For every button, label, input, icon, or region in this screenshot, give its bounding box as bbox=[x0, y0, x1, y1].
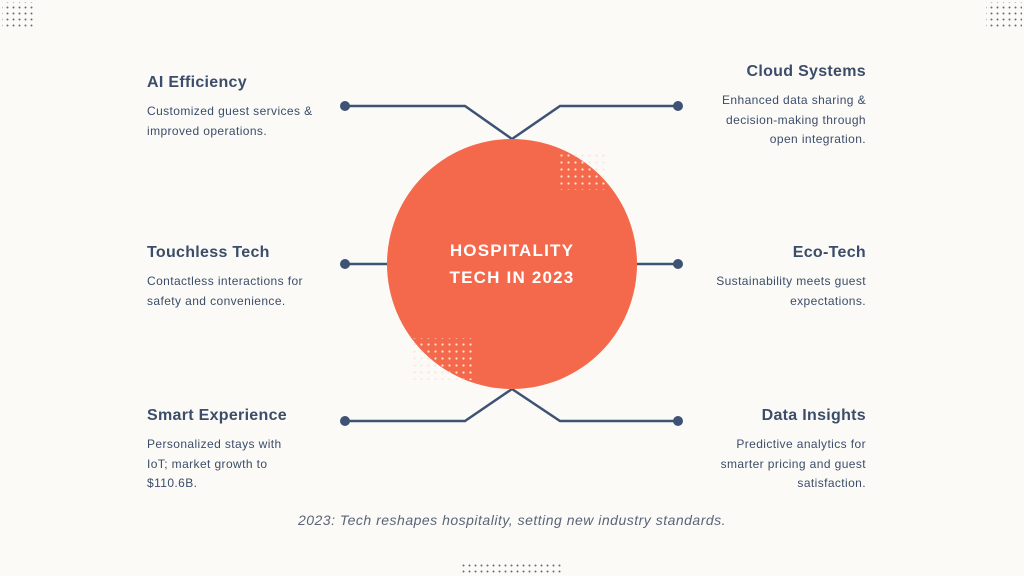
item-description: Contactless interactions for safety and … bbox=[147, 274, 303, 308]
item: Touchless Tech Contactless interactions … bbox=[147, 244, 327, 311]
dot bbox=[673, 416, 683, 426]
dot-decoration bbox=[2, 2, 36, 28]
center-circle bbox=[387, 139, 637, 389]
item: Eco-Tech Sustainability meets guest expe… bbox=[696, 244, 866, 311]
connector bbox=[511, 104, 678, 141]
item: Data Insights Predictive analytics for s… bbox=[701, 407, 866, 494]
dot bbox=[673, 259, 683, 269]
item-description: Predictive analytics for smarter pricing… bbox=[720, 437, 866, 490]
dot-decoration bbox=[412, 338, 476, 380]
connectors bbox=[345, 104, 678, 423]
dot bbox=[340, 101, 350, 111]
connector bbox=[345, 387, 513, 423]
item: Cloud Systems Enhanced data sharing & de… bbox=[701, 63, 866, 150]
connector bbox=[345, 104, 513, 141]
item: AI Efficiency Customized guest services … bbox=[147, 74, 327, 141]
item-title: AI Efficiency bbox=[147, 74, 247, 91]
dot bbox=[340, 416, 350, 426]
connector bbox=[511, 387, 678, 423]
dot-decoration bbox=[558, 150, 608, 190]
item-description: Customized guest services & improved ope… bbox=[147, 104, 313, 138]
dot-decoration bbox=[986, 2, 1022, 28]
dot bbox=[673, 101, 683, 111]
item-title: Touchless Tech bbox=[147, 244, 270, 261]
center-title: HOSPITALITY TECH IN 2023 bbox=[449, 241, 575, 287]
item-title: Eco-Tech bbox=[792, 244, 866, 261]
item-description: Sustainability meets guest expectations. bbox=[716, 274, 866, 308]
item: Smart Experience Personalized stays with… bbox=[147, 407, 297, 494]
item-title: Cloud Systems bbox=[746, 63, 866, 80]
footer-caption: 2023: Tech reshapes hospitality, setting… bbox=[297, 512, 727, 528]
item-description: Enhanced data sharing & decision-making … bbox=[722, 93, 866, 146]
item-description: Personalized stays with IoT; market grow… bbox=[147, 437, 282, 490]
connector-dots bbox=[340, 101, 683, 426]
item-title: Data Insights bbox=[761, 407, 866, 424]
dot bbox=[340, 259, 350, 269]
item-title: Smart Experience bbox=[147, 407, 287, 424]
dot-decoration bbox=[462, 562, 562, 574]
